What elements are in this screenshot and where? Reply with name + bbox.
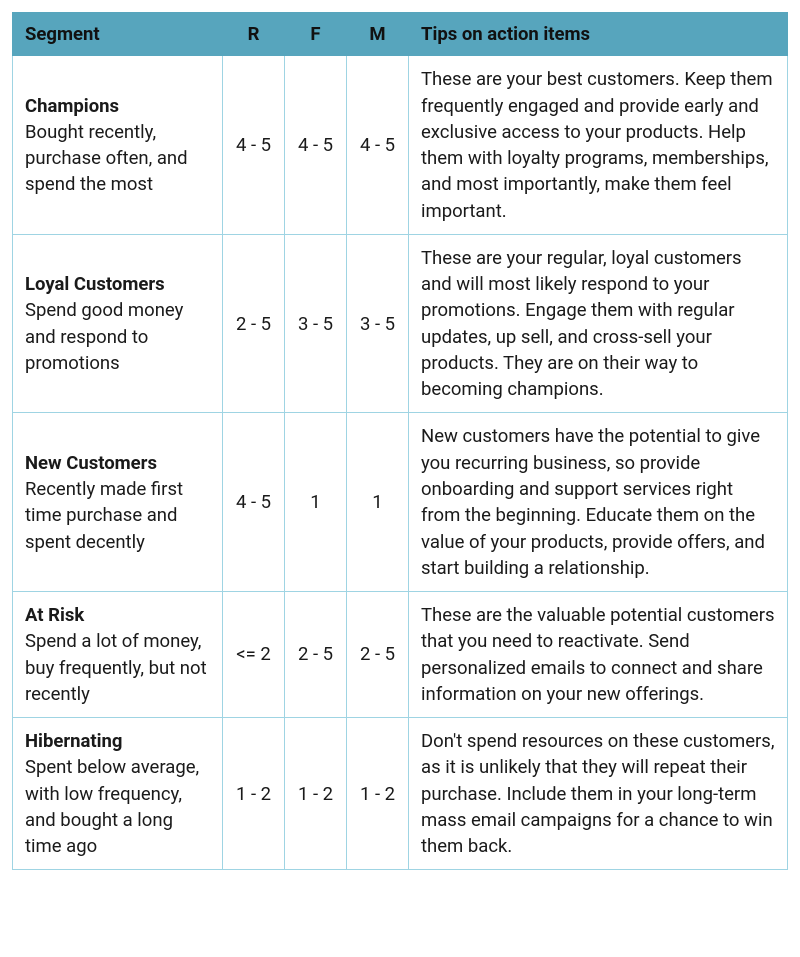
cell-f: 3 - 5: [285, 234, 347, 413]
cell-m: 4 - 5: [347, 56, 409, 235]
segment-name: Champions: [25, 93, 210, 119]
col-header-r: R: [223, 13, 285, 56]
rfm-segments-table: Segment R F M Tips on action items Champ…: [12, 12, 788, 870]
cell-f: 1 - 2: [285, 718, 347, 870]
col-header-f: F: [285, 13, 347, 56]
cell-r: 4 - 5: [223, 413, 285, 592]
segment-name: At Risk: [25, 602, 210, 628]
segment-desc: Bought recently, purchase often, and spe…: [25, 119, 210, 198]
segment-name: Loyal Customers: [25, 271, 210, 297]
cell-tips: New customers have the potential to give…: [409, 413, 788, 592]
col-header-segment: Segment: [13, 13, 223, 56]
col-header-m: M: [347, 13, 409, 56]
segment-name: New Customers: [25, 450, 210, 476]
cell-tips: These are the valuable potential custome…: [409, 592, 788, 718]
table-row: Loyal Customers Spend good money and res…: [13, 234, 788, 413]
table-row: At Risk Spend a lot of money, buy freque…: [13, 592, 788, 718]
cell-segment: New Customers Recently made first time p…: [13, 413, 223, 592]
table-row: Champions Bought recently, purchase ofte…: [13, 56, 788, 235]
col-header-tips: Tips on action items: [409, 13, 788, 56]
cell-m: 1 - 2: [347, 718, 409, 870]
table-header-row: Segment R F M Tips on action items: [13, 13, 788, 56]
cell-m: 3 - 5: [347, 234, 409, 413]
cell-segment: Hibernating Spent below average, with lo…: [13, 718, 223, 870]
cell-segment: At Risk Spend a lot of money, buy freque…: [13, 592, 223, 718]
cell-r: 1 - 2: [223, 718, 285, 870]
cell-tips: These are your best customers. Keep them…: [409, 56, 788, 235]
segment-desc: Recently made first time purchase and sp…: [25, 476, 210, 555]
segment-desc: Spend good money and respond to promotio…: [25, 297, 210, 376]
cell-m: 2 - 5: [347, 592, 409, 718]
segment-desc: Spend a lot of money, buy frequently, bu…: [25, 628, 210, 707]
segment-name: Hibernating: [25, 728, 210, 754]
cell-r: 4 - 5: [223, 56, 285, 235]
cell-segment: Loyal Customers Spend good money and res…: [13, 234, 223, 413]
cell-r: 2 - 5: [223, 234, 285, 413]
table-row: New Customers Recently made first time p…: [13, 413, 788, 592]
cell-m: 1: [347, 413, 409, 592]
cell-tips: Don't spend resources on these customers…: [409, 718, 788, 870]
segment-desc: Spent below average, with low frequency,…: [25, 754, 210, 859]
cell-f: 2 - 5: [285, 592, 347, 718]
table-row: Hibernating Spent below average, with lo…: [13, 718, 788, 870]
cell-f: 4 - 5: [285, 56, 347, 235]
cell-r: <= 2: [223, 592, 285, 718]
cell-segment: Champions Bought recently, purchase ofte…: [13, 56, 223, 235]
table-body: Champions Bought recently, purchase ofte…: [13, 56, 788, 870]
cell-tips: These are your regular, loyal customers …: [409, 234, 788, 413]
cell-f: 1: [285, 413, 347, 592]
